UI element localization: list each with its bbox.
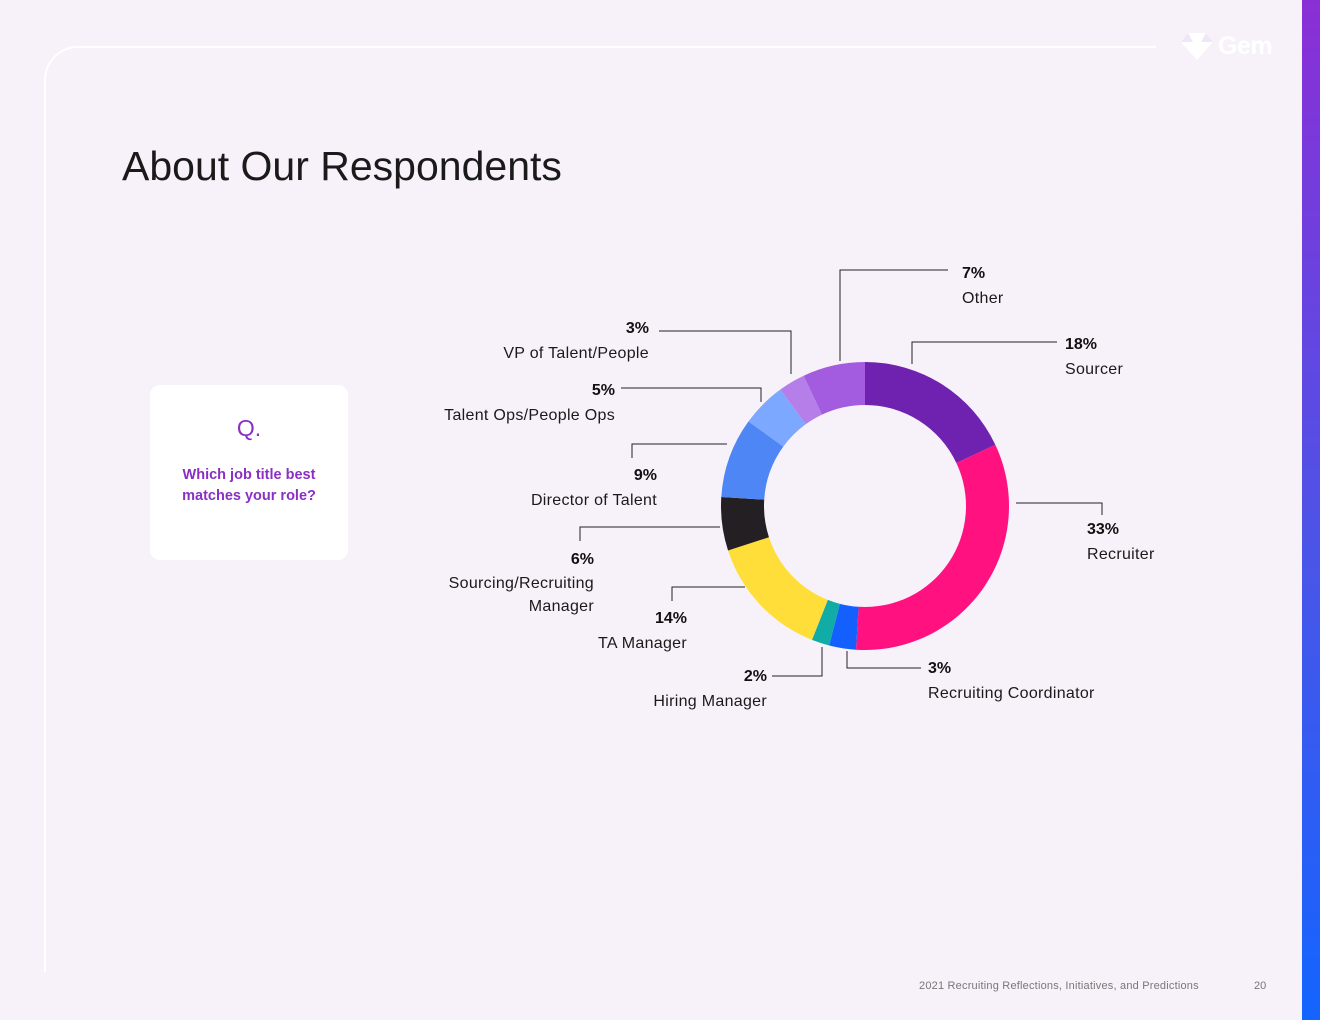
value-label-recruiter: 33% bbox=[1087, 521, 1119, 538]
value-label-hiring-manager: 2% bbox=[744, 668, 767, 685]
value-label-other: 7% bbox=[962, 265, 985, 282]
category-label-director-of-talent: Director of Talent bbox=[531, 492, 657, 509]
leader-line-talent-ops-people-ops bbox=[621, 387, 762, 402]
value-label-recruiting-coordinator: 3% bbox=[928, 660, 951, 677]
category-label-talent-ops-people-ops: Talent Ops/People Ops bbox=[444, 407, 615, 424]
slice-vp-of-talent-people bbox=[780, 375, 822, 425]
leader-line-recruiter bbox=[1016, 502, 1103, 515]
leader-line-vp-of-talent-people bbox=[659, 330, 792, 374]
category-label-sourcing-recruiting-manager: Sourcing/Recruiting bbox=[449, 575, 594, 592]
page-frame-line bbox=[44, 46, 1156, 972]
value-label-sourcer: 18% bbox=[1065, 336, 1097, 353]
leader-line-sourcing-recruiting-manager bbox=[579, 526, 720, 541]
slice-director-of-talent bbox=[721, 421, 784, 500]
gem-diamond-icon bbox=[1181, 33, 1213, 60]
value-label-ta-manager: 14% bbox=[655, 610, 687, 627]
leader-line-hiring-manager bbox=[772, 647, 823, 677]
slice-recruiter bbox=[855, 444, 1010, 650]
slice-talent-ops-people-ops bbox=[748, 389, 806, 447]
brand-name: Gem bbox=[1218, 31, 1273, 60]
slice-sourcing-recruiting-manager bbox=[721, 496, 769, 551]
footer-page-number: 20 bbox=[1254, 980, 1267, 992]
category-label-sourcing-recruiting-manager: Manager bbox=[529, 598, 595, 615]
leader-line-recruiting-coordinator bbox=[846, 651, 921, 669]
slice-sourcer bbox=[865, 362, 996, 463]
slice-hiring-manager bbox=[811, 599, 840, 646]
question-label: Q. bbox=[236, 415, 262, 441]
question-card: Q. Which job title best matches your rol… bbox=[150, 385, 348, 560]
category-label-sourcer: Sourcer bbox=[1065, 361, 1123, 378]
category-label-recruiter: Recruiter bbox=[1087, 546, 1155, 563]
category-label-other: Other bbox=[962, 290, 1004, 307]
value-label-talent-ops-people-ops: 5% bbox=[592, 382, 615, 399]
leader-line-sourcer bbox=[911, 341, 1057, 364]
category-label-hiring-manager: Hiring Manager bbox=[653, 693, 767, 710]
page-title: About Our Respondents bbox=[122, 143, 562, 189]
footer-report-title: 2021 Recruiting Reflections, Initiatives… bbox=[919, 980, 1199, 992]
leader-line-ta-manager bbox=[671, 586, 745, 601]
slice-other bbox=[803, 362, 865, 415]
leader-line-director-of-talent bbox=[631, 443, 727, 458]
category-label-vp-of-talent-people: VP of Talent/People bbox=[503, 345, 649, 362]
side-accent-bar bbox=[1302, 0, 1320, 1020]
leader-line-other bbox=[839, 269, 948, 361]
value-label-sourcing-recruiting-manager: 6% bbox=[571, 551, 594, 568]
category-label-recruiting-coordinator: Recruiting Coordinator bbox=[928, 685, 1095, 702]
slice-ta-manager bbox=[728, 537, 828, 640]
value-label-vp-of-talent-people: 3% bbox=[626, 320, 649, 337]
brand-logo: Gem bbox=[1180, 30, 1273, 62]
question-text: Which job title best matches your role? bbox=[182, 467, 316, 504]
category-label-ta-manager: TA Manager bbox=[598, 635, 687, 652]
donut-chart: 18% Sourcer 33% Recruiter 3% Recruiting Coord… bbox=[444, 265, 1155, 710]
value-label-director-of-talent: 9% bbox=[634, 467, 657, 484]
slice-recruiting-coordinator bbox=[829, 603, 859, 650]
